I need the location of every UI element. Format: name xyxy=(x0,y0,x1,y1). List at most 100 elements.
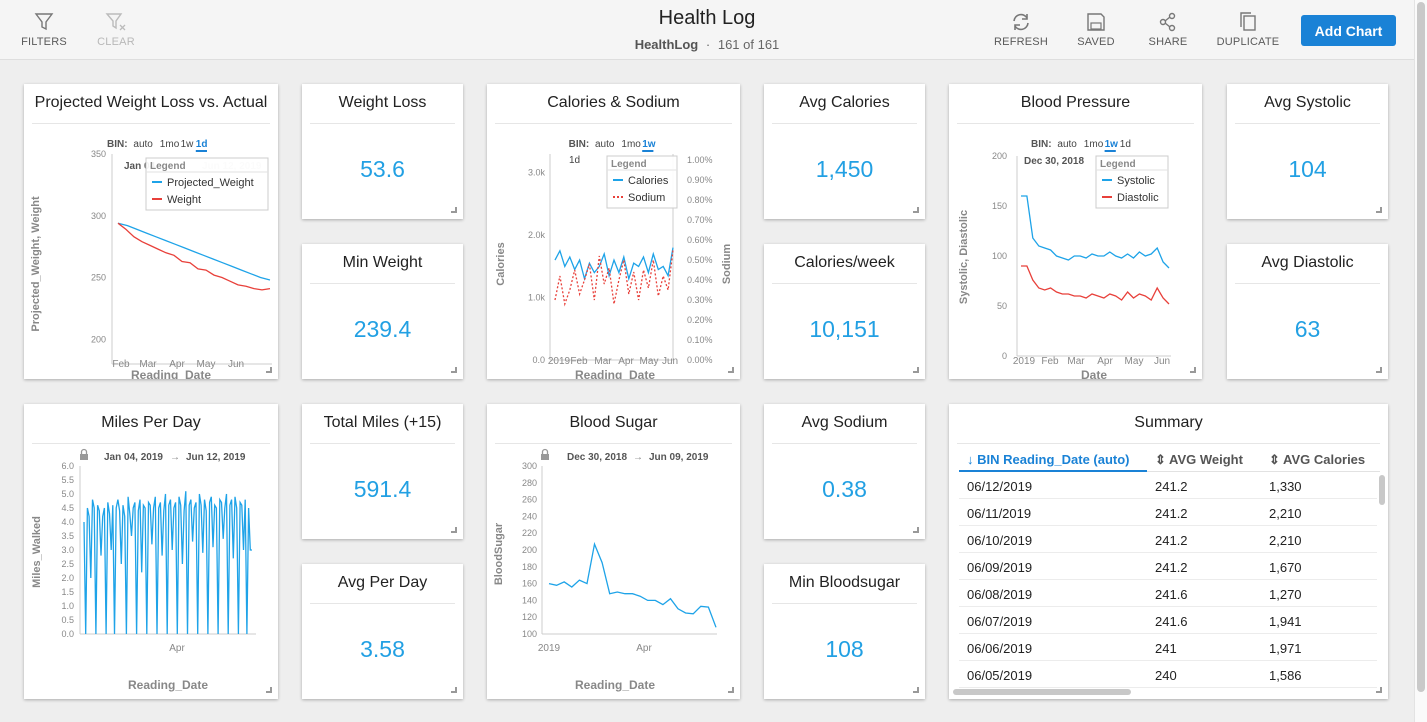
table-scrollbar-thumb[interactable] xyxy=(1379,475,1385,505)
saved-button[interactable]: SAVED xyxy=(1061,12,1131,48)
page-scrollbar[interactable] xyxy=(1414,0,1427,722)
legend-box xyxy=(606,155,678,209)
range-start: 1d xyxy=(569,155,580,166)
miles-line-chart[interactable]: Jan 04, 2019 → Jun 12, 2019 0.0 0.5 1.0 1.5 2.0… xyxy=(24,444,278,699)
column-header-calories[interactable]: ⇕ AVG Calories xyxy=(1269,452,1366,467)
y2-tick-label: 0.90% xyxy=(687,175,713,185)
y-tick-label: 350 xyxy=(91,149,106,159)
resize-handle[interactable] xyxy=(1376,207,1382,213)
cell-weight: 241.2 xyxy=(1155,506,1188,521)
weight-chart-card[interactable]: Projected Weight Loss vs. Actual BIN: aut… xyxy=(24,84,278,379)
resize-handle[interactable] xyxy=(451,367,457,373)
range-start: Jan 04 xyxy=(124,161,156,172)
column-header-weight[interactable]: ⇕ AVG Weight xyxy=(1155,452,1243,467)
source-name: HealthLog xyxy=(634,37,699,52)
table-row[interactable]: 06/07/2019 241.6 1,941 xyxy=(959,607,1377,634)
table-h-scrollbar-thumb[interactable] xyxy=(953,689,1131,695)
card-title: Avg Calories xyxy=(772,94,917,124)
refresh-button[interactable]: REFRESH xyxy=(986,12,1056,48)
weight-loss-card[interactable]: Weight Loss 53.6 xyxy=(302,84,463,219)
blood-pressure-line-chart[interactable]: BIN: auto 1mo 1w 1d 0 50 100 150 200 2019 Feb Mar Apr… xyxy=(949,124,1202,379)
resize-handle[interactable] xyxy=(266,687,272,693)
x-axis-label: Reading_Date xyxy=(131,368,211,379)
kpi-value: 108 xyxy=(825,636,864,662)
x-axis-label: Reading_Date xyxy=(128,678,208,692)
legend-title: Legend xyxy=(1100,159,1136,170)
avg-per-day-card[interactable]: Avg Per Day 3.58 xyxy=(302,564,463,699)
series-line-bloodsugar xyxy=(548,541,717,628)
resize-handle[interactable] xyxy=(728,367,734,373)
y-tick-label: 260 xyxy=(522,495,537,505)
y-tick-label: 1.5 xyxy=(61,587,74,597)
add-chart-button[interactable]: Add Chart xyxy=(1301,15,1396,46)
filters-button[interactable]: FILTERS xyxy=(9,12,79,48)
table-row[interactable]: 06/08/2019 241.6 1,270 xyxy=(959,580,1377,607)
y-tick-label: 100 xyxy=(522,629,537,639)
avg-systolic-card[interactable]: Avg Systolic 104 xyxy=(1227,84,1388,219)
card-title: Min Weight xyxy=(310,254,455,284)
y-tick-label: 0 xyxy=(1002,351,1007,361)
duplicate-button[interactable]: DUPLICATE xyxy=(1213,12,1283,48)
blood-pressure-card[interactable]: Blood Pressure BIN: auto 1mo 1w 1d 0 50 100 150 2… xyxy=(949,84,1202,379)
kpi-value: 63 xyxy=(1294,316,1321,342)
share-button[interactable]: SHARE xyxy=(1133,12,1203,48)
resize-handle[interactable] xyxy=(451,207,457,213)
y-tick-label: 0.0 xyxy=(532,355,545,365)
table-h-scrollbar[interactable] xyxy=(951,689,1381,695)
calories-sodium-card[interactable]: Calories & Sodium BIN: auto 1mo 1w 1d 0.0 1.0k… xyxy=(487,84,740,379)
resize-handle[interactable] xyxy=(1376,687,1382,693)
resize-handle[interactable] xyxy=(1190,367,1196,373)
calories-sodium-line-chart[interactable]: BIN: auto 1mo 1w 1d 0.0 1.0k 2.0k 3.0k 0.00% 0.10%… xyxy=(487,124,740,379)
cell-date: 06/05/2019 xyxy=(967,668,1033,683)
miles-chart-card[interactable]: Miles Per Day Jan 04, 2019 → Jun 12, 2019 0… xyxy=(24,404,278,699)
resize-handle[interactable] xyxy=(451,687,457,693)
table-row[interactable]: 06/05/2019 240 1,586 xyxy=(959,661,1377,688)
resize-handle[interactable] xyxy=(451,527,457,533)
page-scrollbar-thumb[interactable] xyxy=(1417,2,1425,692)
x-tick-label: Feb xyxy=(1041,356,1059,367)
table-row[interactable]: 06/12/2019 241.2 1,330 xyxy=(959,472,1377,499)
avg-diastolic-card[interactable]: Avg Diastolic 63 xyxy=(1227,244,1388,379)
table-row[interactable]: 06/09/2019 241.2 1,670 xyxy=(959,553,1377,580)
y-tick-label: 3.0 xyxy=(61,545,74,555)
resize-handle[interactable] xyxy=(1376,367,1382,373)
summary-card[interactable]: Summary ↓ BIN Reading_Date (auto) ⇕ AVG … xyxy=(949,404,1388,699)
x-tick-label: 2019 xyxy=(1013,356,1036,367)
column-header-date[interactable]: ↓ BIN Reading_Date (auto) xyxy=(967,452,1130,467)
x-tick-label: Apr xyxy=(636,643,652,654)
table-row[interactable]: 06/11/2019 241.2 2,210 xyxy=(959,499,1377,526)
clear-button[interactable]: CLEAR xyxy=(81,12,151,48)
kpi-value: 53.6 xyxy=(360,156,405,182)
cell-weight: 241.2 xyxy=(1155,479,1188,494)
avg-calories-card[interactable]: Avg Calories 1,450 xyxy=(764,84,925,219)
blood-sugar-card[interactable]: Blood Sugar Dec 30, 2018 → Jun 09, 2019 100… xyxy=(487,404,740,699)
x-tick-label: May xyxy=(1125,356,1144,367)
resize-handle[interactable] xyxy=(913,687,919,693)
resize-handle[interactable] xyxy=(728,687,734,693)
table-row[interactable]: 06/10/2019 241.2 2,210 xyxy=(959,526,1377,553)
duplicate-icon xyxy=(1240,12,1256,31)
card-title: Avg Per Day xyxy=(310,574,455,604)
cell-weight: 241.2 xyxy=(1155,533,1188,548)
cell-calories: 1,670 xyxy=(1269,560,1302,575)
avg-sodium-card[interactable]: Avg Sodium 0.38 xyxy=(764,404,925,539)
resize-handle[interactable] xyxy=(913,367,919,373)
range-end: Jun 12, 2019 xyxy=(186,452,246,463)
min-bloodsugar-card[interactable]: Min Bloodsugar 108 xyxy=(764,564,925,699)
resize-handle[interactable] xyxy=(913,207,919,213)
series-line-miles xyxy=(83,491,252,635)
series-line-calories xyxy=(554,247,674,282)
y2-tick-label: 0.60% xyxy=(687,235,713,245)
card-title: Summary xyxy=(957,414,1380,444)
total-miles-card[interactable]: Total Miles (+15) 591.4 xyxy=(302,404,463,539)
bin-option-auto: auto xyxy=(1057,139,1077,150)
min-weight-card[interactable]: Min Weight 239.4 xyxy=(302,244,463,379)
bin-option-1mo: 1mo xyxy=(1084,139,1104,150)
weight-line-chart[interactable]: BIN: auto 1mo 1w 1d 200 250 300 350 Feb Mar Apr May J… xyxy=(24,124,278,379)
table-scrollbar[interactable] xyxy=(1377,472,1387,688)
resize-handle[interactable] xyxy=(266,367,272,373)
table-row[interactable]: 06/06/2019 241 1,971 xyxy=(959,634,1377,661)
blood-sugar-line-chart[interactable]: Dec 30, 2018 → Jun 09, 2019 100 120 140 160 180… xyxy=(487,444,740,699)
resize-handle[interactable] xyxy=(913,527,919,533)
calories-week-card[interactable]: Calories/week 10,151 xyxy=(764,244,925,379)
